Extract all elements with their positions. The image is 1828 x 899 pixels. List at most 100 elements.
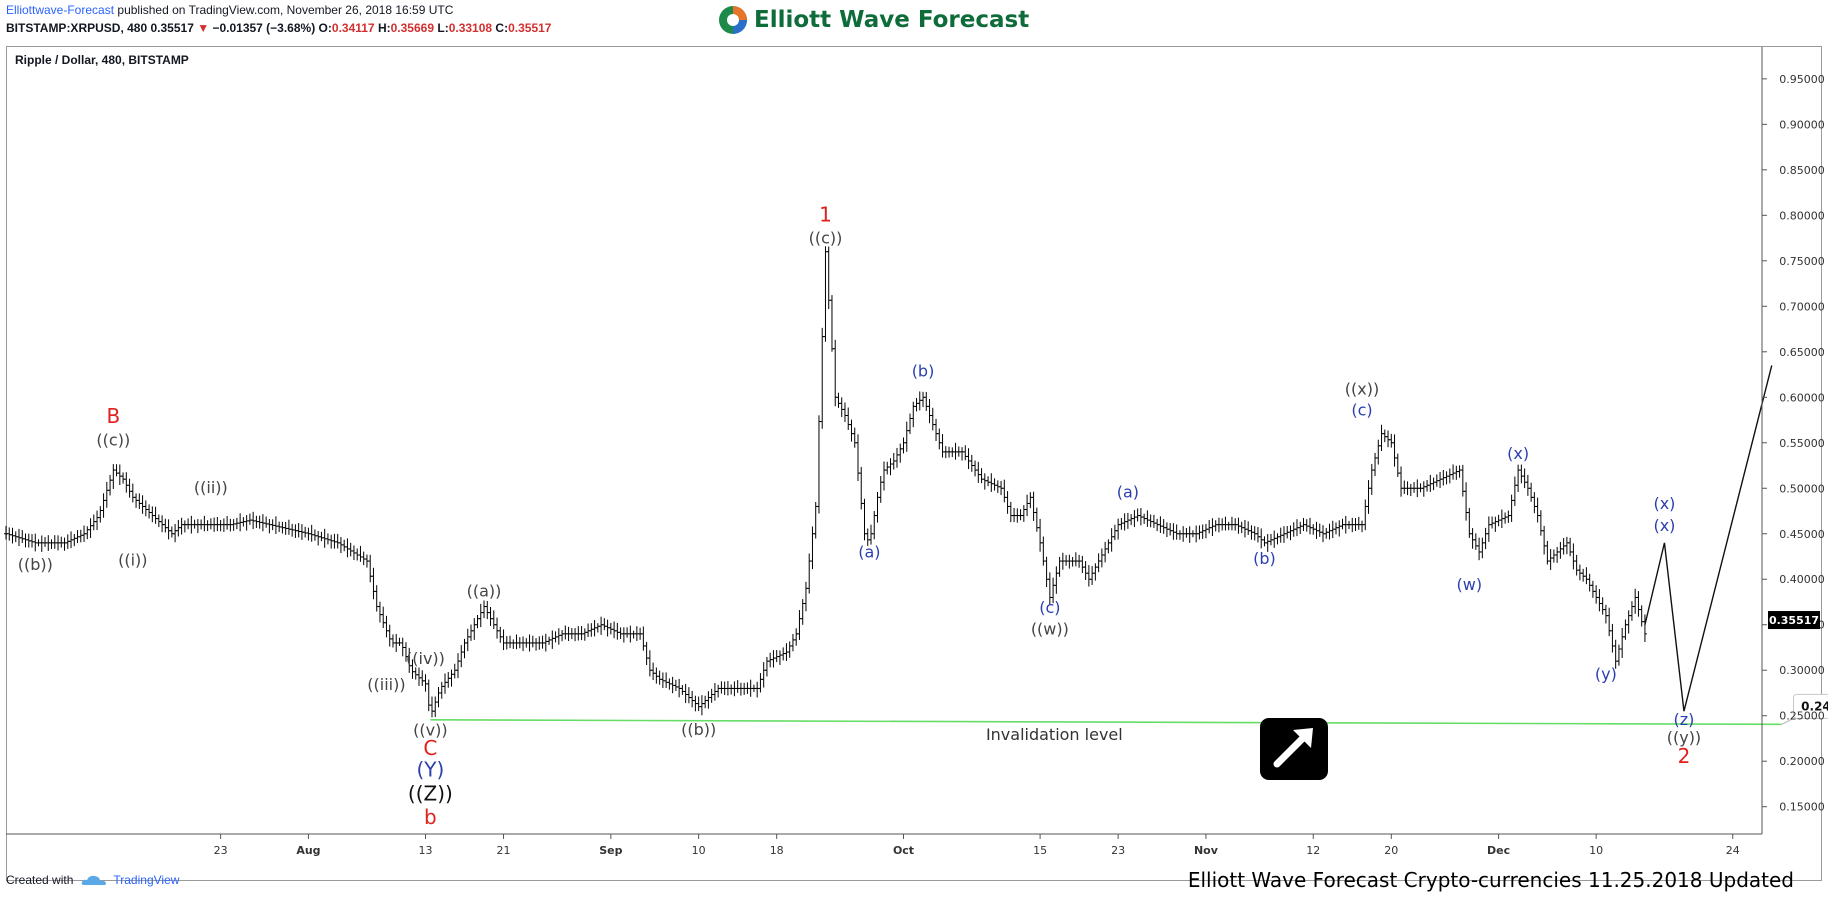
ohlc-bar bbox=[1099, 548, 1104, 568]
ohlc-bar bbox=[703, 695, 708, 709]
ohlc-bar bbox=[618, 627, 623, 639]
ohlc-bar bbox=[1464, 482, 1469, 521]
ohlc-bar bbox=[1512, 476, 1517, 506]
ohlc-bar bbox=[1516, 464, 1521, 493]
invalidation-callout bbox=[1781, 717, 1794, 725]
published-text: published on TradingView.com, November 2… bbox=[117, 3, 454, 17]
ohlc-bar bbox=[20, 530, 25, 544]
ohlc-bar bbox=[888, 458, 893, 476]
ohlc-bar bbox=[1454, 465, 1459, 480]
ohlc-bar bbox=[1008, 501, 1013, 523]
ohlc-bar bbox=[446, 672, 451, 688]
ohlc-bar bbox=[521, 636, 526, 651]
x-tick-label: 10 bbox=[1589, 844, 1603, 857]
ohlc-bar bbox=[530, 635, 535, 648]
x-tick-label: 10 bbox=[692, 844, 706, 857]
ohlc-bar bbox=[4, 525, 8, 540]
wave-label: (a) bbox=[858, 542, 880, 561]
ohlc-bar bbox=[1262, 536, 1267, 547]
tradingview-link[interactable]: TradingView bbox=[113, 873, 180, 887]
ohlc-bar bbox=[1054, 566, 1059, 594]
ohlc-bar bbox=[1421, 481, 1426, 497]
wave-label: (b) bbox=[1253, 549, 1276, 568]
ohlc-bar bbox=[1106, 539, 1111, 554]
ohlc-bar bbox=[1503, 512, 1508, 524]
wave-label: ((y)) bbox=[1667, 728, 1701, 747]
high-label: H: bbox=[377, 21, 391, 35]
high-value: 0.35669 bbox=[390, 21, 435, 35]
ohlc-bar bbox=[1356, 516, 1361, 530]
ohlc-bar bbox=[1571, 543, 1576, 570]
ohlc-bar bbox=[456, 653, 461, 679]
x-tick-label: 21 bbox=[497, 844, 511, 857]
ohlc-bar bbox=[1275, 533, 1280, 545]
chart-frame[interactable] bbox=[6, 46, 1822, 881]
wave-label: (z) bbox=[1674, 710, 1695, 729]
ohlc-bar bbox=[895, 447, 900, 468]
wave-labels: ((b)) B ((c)) ((i)) ((ii)) ((iv))((iii)) ((a))… bbox=[18, 203, 1701, 829]
ohlc-bar bbox=[699, 695, 704, 716]
y-axis[interactable]: 0.95000 0.90000 0.85000 0.80000 0.75000 0.700… bbox=[1761, 47, 1825, 834]
ohlc-bar bbox=[738, 682, 743, 696]
ohlc-bar bbox=[1470, 528, 1475, 549]
ohlc-bar bbox=[664, 672, 669, 688]
ohlc-bar bbox=[1568, 537, 1573, 557]
ohlc-bar bbox=[1542, 525, 1547, 555]
ohlc-bar bbox=[309, 524, 314, 542]
ohlc-bar bbox=[1226, 521, 1231, 531]
publisher-link[interactable]: Elliottwave-Forecast bbox=[6, 3, 115, 17]
ohlc-bar bbox=[829, 295, 834, 352]
ohlc-bar bbox=[43, 537, 48, 547]
wave-label: ((b)) bbox=[18, 555, 53, 574]
ohlc-bar bbox=[348, 542, 353, 557]
ohlc-bar bbox=[1574, 554, 1579, 576]
y-tick-label: 0.90000 bbox=[1779, 118, 1825, 131]
ohlc-bar bbox=[813, 501, 818, 539]
ohlc-bar bbox=[374, 585, 379, 612]
ohlc-bar bbox=[846, 407, 851, 430]
ohlc-bar bbox=[921, 391, 926, 408]
ohlc-bar bbox=[966, 448, 971, 470]
ohlc-bar bbox=[111, 464, 116, 489]
ohlc-bar bbox=[1506, 510, 1511, 523]
ohlc-bar bbox=[758, 673, 763, 693]
ohlc-bar bbox=[1538, 510, 1543, 536]
ohlc-bar bbox=[1272, 530, 1277, 548]
ohlc-bar bbox=[777, 650, 782, 665]
ohlc-bar bbox=[1086, 565, 1091, 587]
ohlc-bar bbox=[469, 624, 474, 641]
ohlc-bar bbox=[387, 624, 392, 647]
ohlc-bar bbox=[436, 686, 441, 708]
wave-label: (y) bbox=[1595, 664, 1617, 683]
ohlc-bar bbox=[1626, 610, 1631, 634]
wave-label: 1 bbox=[819, 203, 832, 227]
ohlc-bar bbox=[621, 627, 626, 643]
wave-label: 2 bbox=[1678, 744, 1691, 768]
footer-caption: Elliott Wave Forecast Crypto-currencies … bbox=[1187, 868, 1794, 892]
trend-arrow-button[interactable] bbox=[1260, 718, 1328, 780]
ohlc-bar bbox=[1636, 591, 1641, 617]
x-axis[interactable]: 23 Aug 13 21 Sep 10 18 Oct 15 23 Nov 12 20 Dec 10 24 bbox=[6, 833, 1762, 857]
ohlc-bar bbox=[329, 534, 334, 549]
ohlc-bar bbox=[1298, 521, 1303, 534]
ohlc-bar bbox=[1145, 510, 1150, 527]
ohlc-bar bbox=[1600, 597, 1605, 615]
y-tick-label: 0.25000 bbox=[1779, 710, 1825, 723]
ohlc-bar bbox=[1457, 465, 1462, 478]
wave-label: (Y) bbox=[416, 758, 444, 782]
ohlc-bar bbox=[342, 539, 347, 552]
ohlc-bar bbox=[820, 327, 825, 429]
ohlc-bar bbox=[1119, 517, 1124, 530]
ohlc-bar bbox=[690, 690, 695, 708]
ohlc-bar bbox=[550, 630, 555, 649]
ohlc-bar bbox=[478, 603, 483, 628]
ohlc-bar bbox=[631, 630, 636, 639]
ohlc-bar bbox=[443, 673, 447, 694]
ohlc-bar bbox=[358, 545, 363, 562]
wave-label: ((Z)) bbox=[408, 781, 453, 805]
ohlc-bar bbox=[1603, 604, 1608, 624]
ohlc-bar bbox=[1012, 507, 1017, 523]
ohlc-bar bbox=[1255, 527, 1260, 543]
ohlc-bar bbox=[143, 500, 148, 517]
